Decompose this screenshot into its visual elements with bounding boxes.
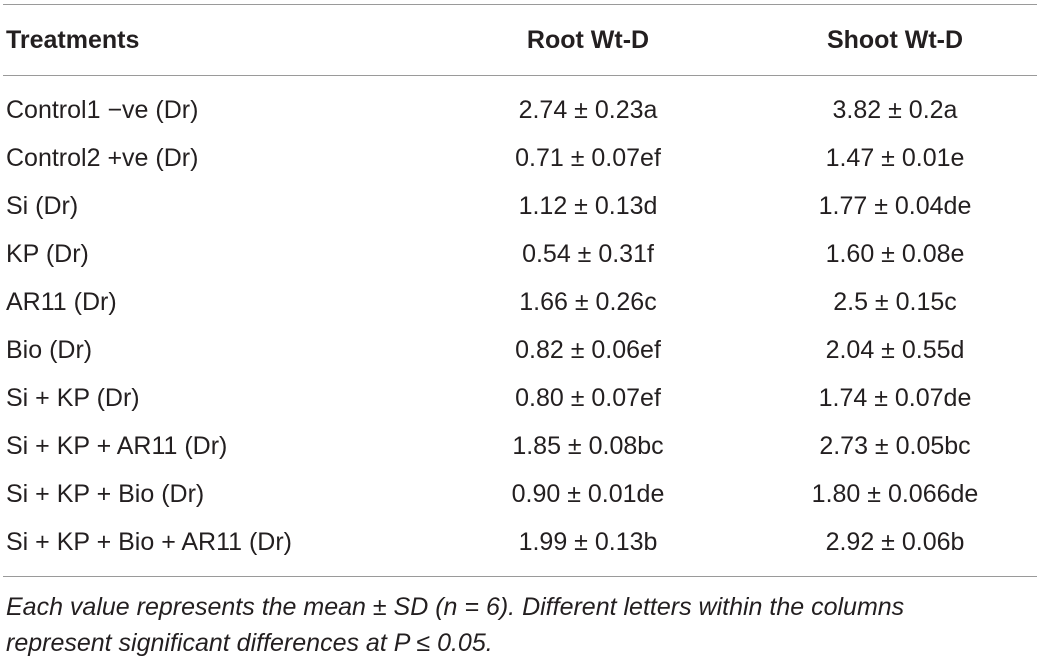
- table-row: Si + KP + Bio + AR11 (Dr) 1.99 ± 0.13b 2…: [3, 518, 1037, 566]
- data-table-container: Treatments Root Wt-D Shoot Wt-D Control1…: [3, 4, 1037, 661]
- cell-treatment: AR11 (Dr): [6, 287, 117, 316]
- cell-root-wt: 1.12 ± 0.13d: [518, 191, 658, 220]
- table-body: Control1 −ve (Dr) 2.74 ± 0.23a 3.82 ± 0.…: [3, 76, 1037, 566]
- table-top-rule: [3, 4, 1037, 5]
- footnote-line-2: represent significant differences at P ≤…: [6, 629, 493, 657]
- results-table: Treatments Root Wt-D Shoot Wt-D Control1…: [3, 5, 1037, 566]
- table-footnote: Each value represents the mean ± SD (n =…: [3, 577, 1036, 661]
- cell-treatment: Control1 −ve (Dr): [6, 95, 199, 124]
- cell-root-wt: 0.82 ± 0.06ef: [515, 335, 661, 364]
- cell-treatment: Si + KP + Bio (Dr): [6, 479, 205, 508]
- cell-shoot-wt: 1.77 ± 0.04de: [818, 191, 972, 220]
- header-treatments: Treatments: [6, 25, 140, 54]
- cell-root-wt: 1.99 ± 0.13b: [518, 527, 658, 556]
- table-row: Si + KP + Bio (Dr) 0.90 ± 0.01de 1.80 ± …: [3, 470, 1037, 518]
- footnote-line-1: Each value represents the mean ± SD (n =…: [6, 593, 905, 621]
- cell-shoot-wt: 1.60 ± 0.08e: [825, 239, 965, 268]
- cell-treatment: Bio (Dr): [6, 335, 93, 364]
- cell-shoot-wt: 1.74 ± 0.07de: [818, 383, 972, 412]
- table-header: Treatments Root Wt-D Shoot Wt-D: [3, 5, 1037, 76]
- cell-root-wt: 1.85 ± 0.08bc: [512, 431, 664, 460]
- table-row: Bio (Dr) 0.82 ± 0.06ef 2.04 ± 0.55d: [3, 326, 1037, 374]
- cell-root-wt: 1.66 ± 0.26c: [519, 287, 657, 316]
- cell-shoot-wt: 2.92 ± 0.06b: [825, 527, 965, 556]
- table-row: AR11 (Dr) 1.66 ± 0.26c 2.5 ± 0.15c: [3, 278, 1037, 326]
- cell-root-wt: 0.54 ± 0.31f: [522, 239, 654, 268]
- table-bottom-rule: [3, 576, 1037, 577]
- header-root-wt-d: Root Wt-D: [526, 25, 650, 54]
- cell-treatment: Si + KP + Bio + AR11 (Dr): [6, 527, 293, 556]
- table-row: Si + KP + AR11 (Dr) 1.85 ± 0.08bc 2.73 ±…: [3, 422, 1037, 470]
- header-row: Treatments Root Wt-D Shoot Wt-D: [3, 5, 1037, 76]
- table-row: Control2 +ve (Dr) 0.71 ± 0.07ef 1.47 ± 0…: [3, 134, 1037, 182]
- header-rule: [3, 75, 1037, 76]
- table-row: Si + KP (Dr) 0.80 ± 0.07ef 1.74 ± 0.07de: [3, 374, 1037, 422]
- cell-treatment: Si + KP (Dr): [6, 383, 140, 412]
- cell-root-wt: 0.71 ± 0.07ef: [515, 143, 661, 172]
- cell-treatment: Control2 +ve (Dr): [6, 143, 199, 172]
- cell-treatment: Si (Dr): [6, 191, 79, 220]
- cell-shoot-wt: 2.04 ± 0.55d: [825, 335, 965, 364]
- table-row: KP (Dr) 0.54 ± 0.31f 1.60 ± 0.08e: [3, 230, 1037, 278]
- cell-treatment: KP (Dr): [6, 239, 89, 268]
- cell-shoot-wt: 1.47 ± 0.01e: [825, 143, 965, 172]
- table-row: Si (Dr) 1.12 ± 0.13d 1.77 ± 0.04de: [3, 182, 1037, 230]
- cell-shoot-wt: 2.73 ± 0.05bc: [819, 431, 971, 460]
- cell-shoot-wt: 1.80 ± 0.066de: [811, 479, 979, 508]
- cell-root-wt: 0.80 ± 0.07ef: [515, 383, 661, 412]
- cell-treatment: Si + KP + AR11 (Dr): [6, 431, 228, 460]
- cell-root-wt: 2.74 ± 0.23a: [518, 95, 658, 124]
- cell-shoot-wt: 2.5 ± 0.15c: [833, 287, 957, 316]
- cell-root-wt: 0.90 ± 0.01de: [511, 479, 665, 508]
- cell-shoot-wt: 3.82 ± 0.2a: [832, 95, 958, 124]
- table-row: Control1 −ve (Dr) 2.74 ± 0.23a 3.82 ± 0.…: [3, 76, 1037, 134]
- header-shoot-wt-d: Shoot Wt-D: [826, 25, 964, 54]
